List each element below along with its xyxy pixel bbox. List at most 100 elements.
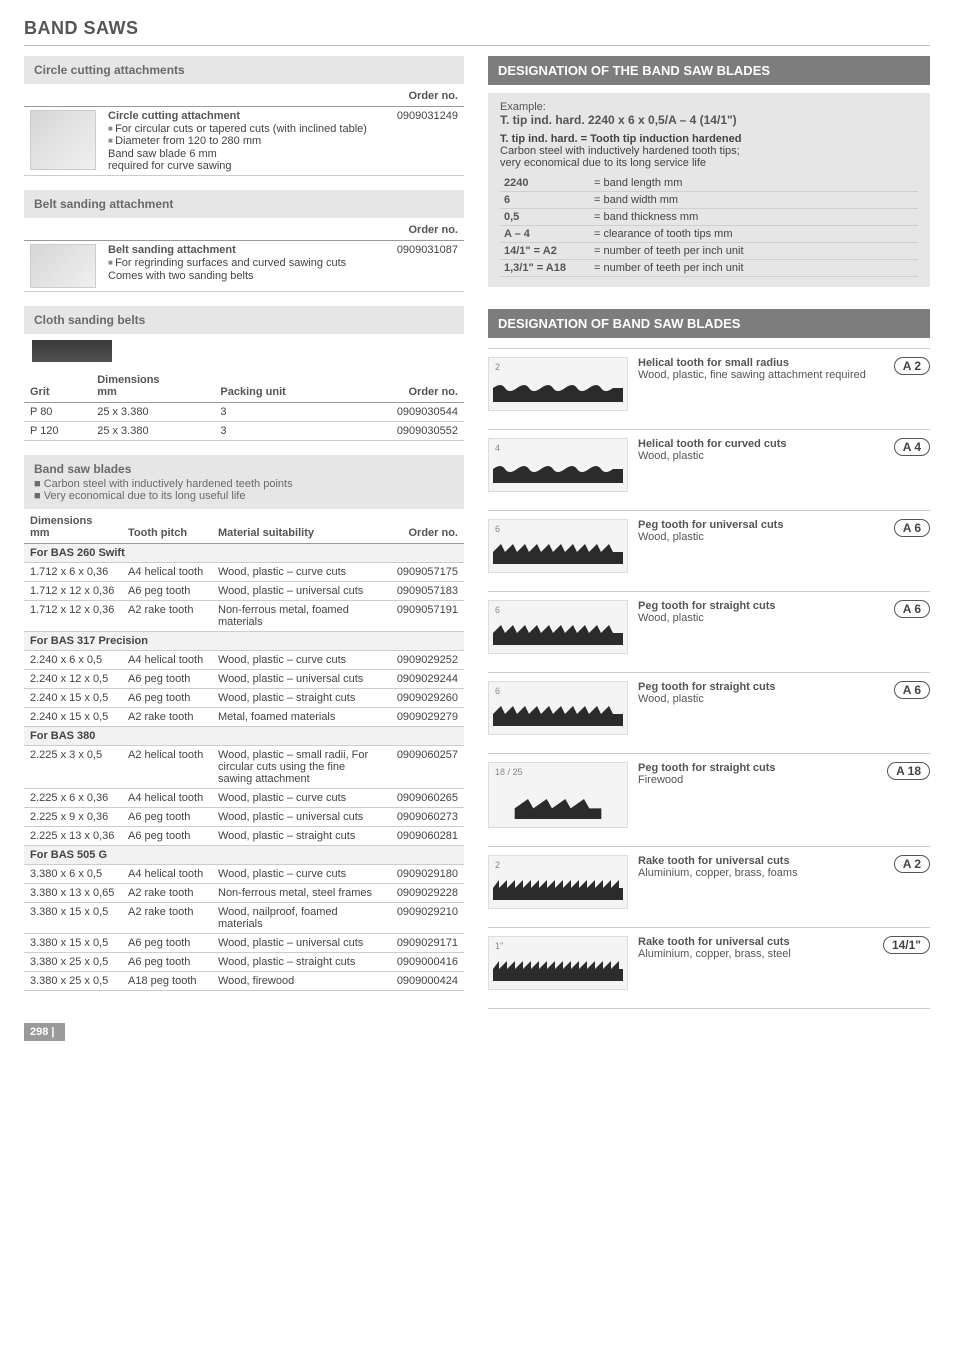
example-block-line: Carbon steel with inductively hardened t…: [500, 145, 918, 157]
circle-bullet: For circular cuts or tapered cuts (with …: [108, 123, 381, 135]
designation-image: 6: [488, 681, 628, 735]
circle-lead: Circle cutting attachment: [108, 110, 240, 122]
col-pack: Packing unit: [214, 370, 342, 403]
cell-dim: 2.240 x 15 x 0,5: [24, 708, 122, 727]
designation-image: 18 / 25: [488, 762, 628, 828]
saw-icon: [493, 961, 623, 981]
table-row: 3.380 x 25 x 0,5 A18 peg tooth Wood, fir…: [24, 972, 464, 991]
cell-val: = clearance of tooth tips mm: [590, 226, 918, 243]
circle-tail: Band saw blade 6 mm: [108, 148, 381, 160]
cell-key: 1,3/1" = A18: [500, 260, 590, 277]
table-subhead: For BAS 317 Precision: [24, 632, 464, 651]
table-row: 6= band width mm: [500, 192, 918, 209]
designation-lead: Rake tooth for universal cuts: [638, 936, 872, 948]
cell-dim: 25 x 3.380: [91, 403, 214, 422]
cell-key: A – 4: [500, 226, 590, 243]
section-head-designation1: DESIGNATION OF THE BAND SAW BLADES: [488, 56, 930, 85]
cell-order: 0909000416: [386, 953, 464, 972]
belt-desc: Belt sanding attachment For regrinding s…: [102, 241, 382, 292]
cell-key: 14/1" = A2: [500, 243, 590, 260]
cell-mat: Wood, plastic – curve cuts: [212, 789, 386, 808]
blades-bullet: ■ Carbon steel with inductively hardened…: [34, 478, 454, 490]
designation-badge: 14/1": [883, 936, 930, 954]
table-row: 1,3/1" = A18= number of teeth per inch u…: [500, 260, 918, 277]
table-row: 2.240 x 12 x 0,5 A6 peg tooth Wood, plas…: [24, 670, 464, 689]
designation-sub: Aluminium, copper, brass, foams: [638, 867, 872, 879]
designation-badge-wrap: A 6: [882, 519, 930, 573]
designation-badge: A 2: [894, 357, 930, 375]
circle-bullet: Diameter from 120 to 280 mm: [108, 135, 381, 147]
cell-dim: 1.712 x 12 x 0,36: [24, 601, 122, 632]
cell-mat: Wood, plastic – straight cuts: [212, 953, 386, 972]
circle-table: Order no. Circle cutting attachment For …: [24, 86, 464, 176]
cell-mat: Wood, plastic – straight cuts: [212, 689, 386, 708]
cell-dim: 25 x 3.380: [91, 422, 214, 441]
cell-grit: P 80: [24, 403, 91, 422]
table-row: P 120 25 x 3.380 3 0909030552: [24, 422, 464, 441]
page-title: BAND SAWS: [24, 18, 930, 39]
order-header: Order no.: [387, 86, 464, 107]
designation-row: 6 Peg tooth for universal cuts Wood, pla…: [488, 510, 930, 591]
table-row: 1.712 x 12 x 0,36 A2 rake tooth Non-ferr…: [24, 601, 464, 632]
designation-text: Peg tooth for universal cuts Wood, plast…: [638, 519, 872, 573]
designation-lead: Helical tooth for small radius: [638, 357, 872, 369]
belt-image: [30, 244, 96, 288]
belt-bullet: For regrinding surfaces and curved sawin…: [108, 257, 376, 269]
cell-pitch: A2 rake tooth: [122, 903, 212, 934]
designation-text: Rake tooth for universal cuts Aluminium,…: [638, 936, 872, 990]
cell-mat: Wood, nailproof, foamed materials: [212, 903, 386, 934]
table-row: 1.712 x 6 x 0,36 A4 helical tooth Wood, …: [24, 563, 464, 582]
cell-dim: 3.380 x 25 x 0,5: [24, 953, 122, 972]
designation-lead: Helical tooth for curved cuts: [638, 438, 872, 450]
saw-icon: [493, 799, 623, 819]
cell-pitch: A4 helical tooth: [122, 789, 212, 808]
designation-lead: Peg tooth for universal cuts: [638, 519, 872, 531]
tick-label: 1": [495, 941, 503, 951]
cell-key: 6: [500, 192, 590, 209]
belt-tail: Comes with two sanding belts: [108, 270, 376, 282]
table-row: 2.225 x 13 x 0,36 A6 peg tooth Wood, pla…: [24, 827, 464, 846]
cell-mat: Wood, firewood: [212, 972, 386, 991]
designation-sub: Aluminium, copper, brass, steel: [638, 948, 872, 960]
table-row: 3.380 x 13 x 0,65 A2 rake tooth Non-ferr…: [24, 884, 464, 903]
designation-row: 6 Peg tooth for straight cuts Wood, plas…: [488, 591, 930, 672]
table-row: 0,5= band thickness mm: [500, 209, 918, 226]
table-row: 3.380 x 25 x 0,5 A6 peg tooth Wood, plas…: [24, 953, 464, 972]
tick-label: 18 / 25: [495, 767, 523, 777]
cell-pitch: A2 rake tooth: [122, 601, 212, 632]
cell-pitch: A4 helical tooth: [122, 563, 212, 582]
cell-dim: 2.240 x 6 x 0,5: [24, 651, 122, 670]
designation-image: 2: [488, 855, 628, 909]
page-footer: 298 |: [24, 1023, 930, 1041]
cell-pitch: A6 peg tooth: [122, 808, 212, 827]
cell-mat: Wood, plastic – curve cuts: [212, 865, 386, 884]
designation-badge-wrap: A 6: [882, 681, 930, 735]
designation-text: Peg tooth for straight cuts Wood, plasti…: [638, 600, 872, 654]
designation-text: Helical tooth for curved cuts Wood, plas…: [638, 438, 872, 492]
saw-icon: [493, 706, 623, 726]
belt-order: 0909031087: [382, 241, 464, 292]
blades-table: Dimensionsmm Tooth pitch Material suitab…: [24, 511, 464, 991]
cell-key: 0,5: [500, 209, 590, 226]
designation-lead: Peg tooth for straight cuts: [638, 681, 872, 693]
designation-badge: A 6: [894, 681, 930, 699]
cell-val: = band width mm: [590, 192, 918, 209]
group-title: For BAS 505 G: [24, 846, 464, 865]
saw-icon: [493, 463, 623, 483]
designation-sub: Wood, plastic: [638, 531, 872, 543]
cell-pitch: A18 peg tooth: [122, 972, 212, 991]
section-head-belt: Belt sanding attachment: [24, 190, 464, 218]
table-subhead: For BAS 260 Swift: [24, 544, 464, 563]
cell-pitch: A4 helical tooth: [122, 651, 212, 670]
col-grit: Grit: [24, 370, 91, 403]
table-row: 2.225 x 3 x 0,5 A2 helical tooth Wood, p…: [24, 746, 464, 789]
table-row: 14/1" = A2= number of teeth per inch uni…: [500, 243, 918, 260]
cloth-table: Grit Dimensionsmm Packing unit Order no.…: [24, 370, 464, 441]
cell-mat: Metal, foamed materials: [212, 708, 386, 727]
table-row: 2.240 x 15 x 0,5 A2 rake tooth Metal, fo…: [24, 708, 464, 727]
designation-sub: Wood, plastic, fine sawing attachment re…: [638, 369, 872, 381]
cell-dim: 2.225 x 9 x 0,36: [24, 808, 122, 827]
designation-image: 4: [488, 438, 628, 492]
group-title: For BAS 317 Precision: [24, 632, 464, 651]
cell-order: 0909030544: [343, 403, 464, 422]
